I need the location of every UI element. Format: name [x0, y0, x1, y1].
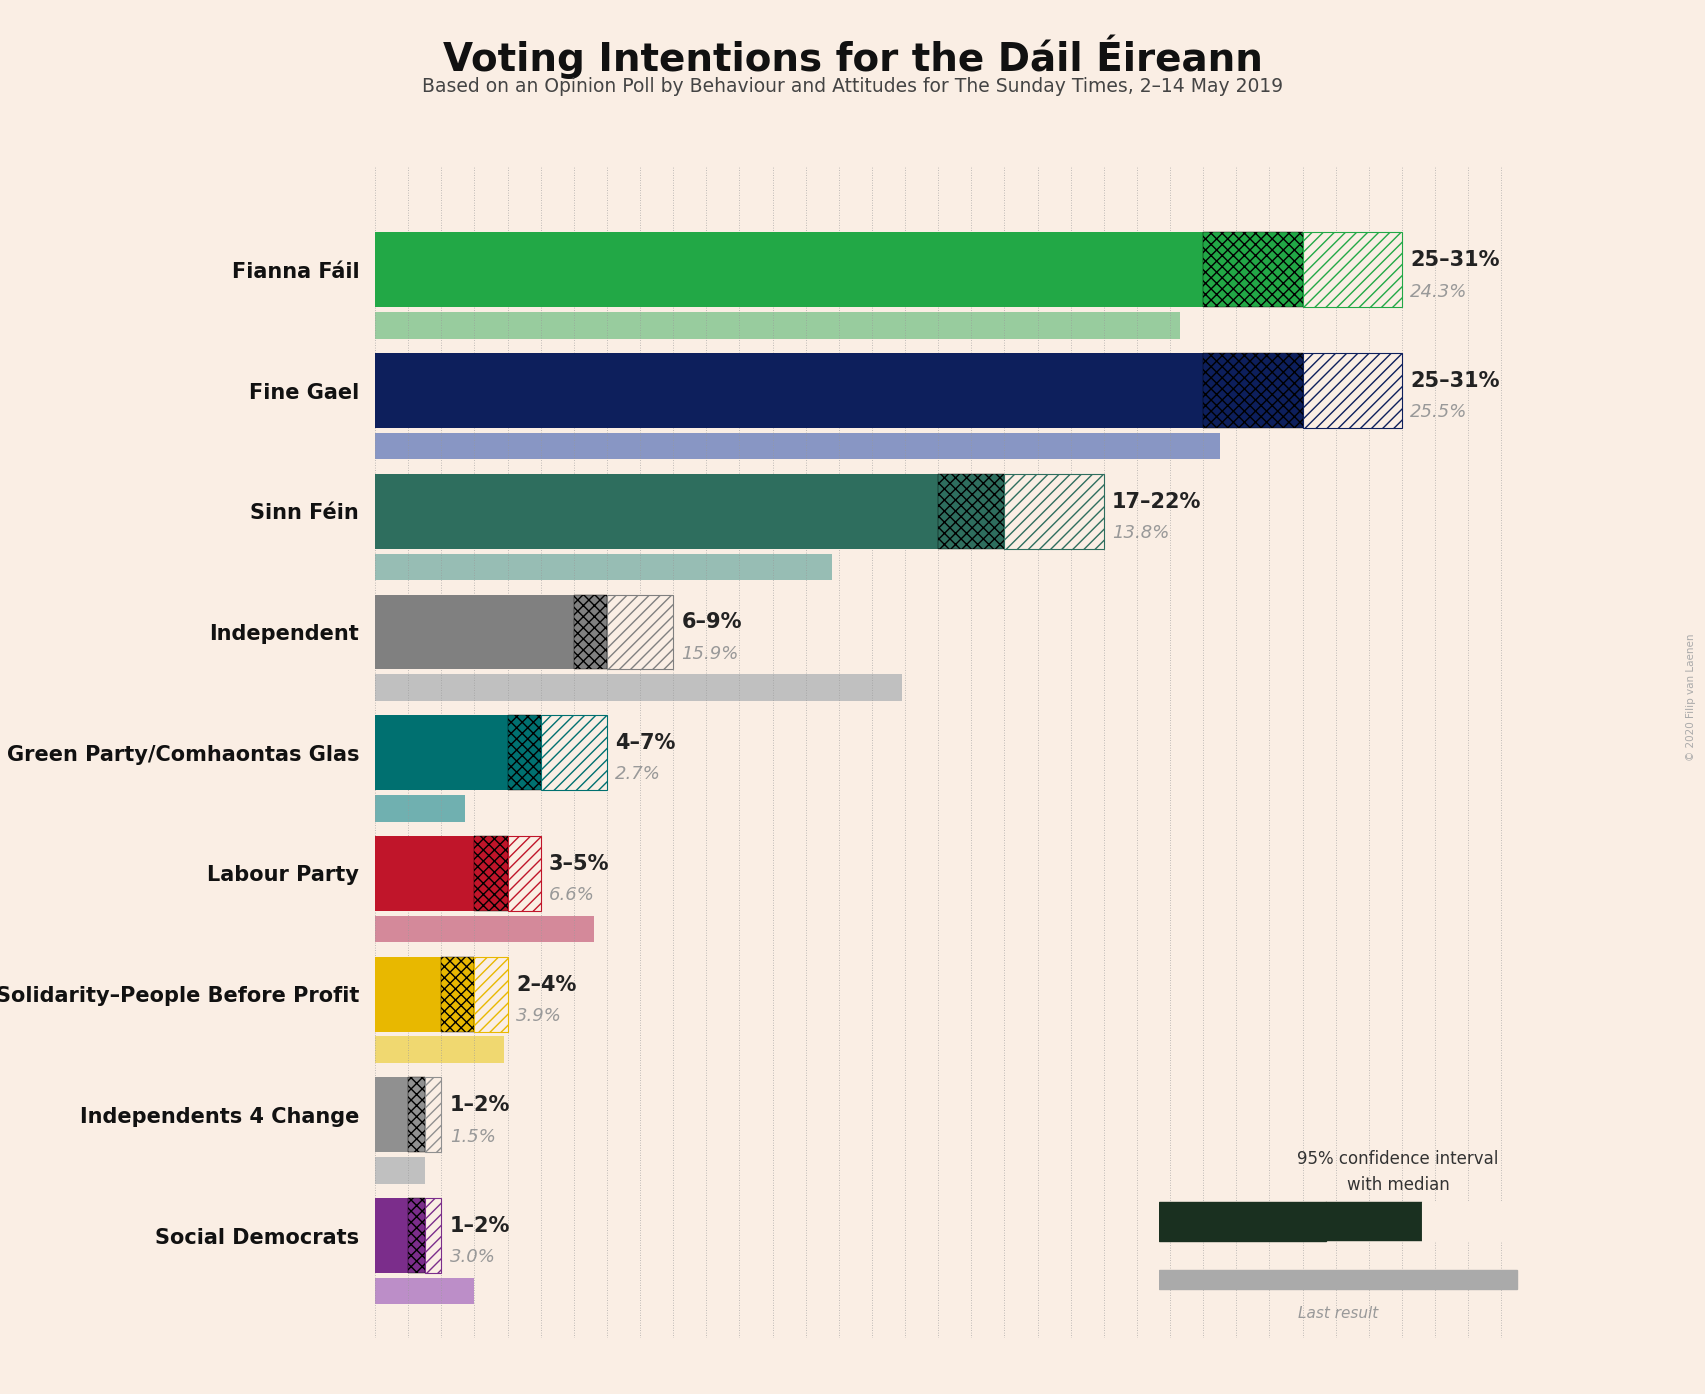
Bar: [442, 956, 474, 1032]
Bar: [375, 233, 1204, 307]
Bar: [938, 474, 1004, 549]
Text: 17–22%: 17–22%: [1112, 492, 1202, 512]
Text: 1.5%: 1.5%: [450, 1128, 496, 1146]
Text: with median: with median: [1347, 1175, 1449, 1193]
Bar: [375, 1278, 474, 1305]
Bar: [540, 715, 607, 790]
Text: Voting Intentions for the Dáil Éireann: Voting Intentions for the Dáil Éireann: [443, 35, 1262, 79]
Bar: [375, 553, 832, 580]
Bar: [1326, 1202, 1422, 1241]
Text: 3.9%: 3.9%: [517, 1006, 561, 1025]
Bar: [1303, 353, 1402, 428]
Text: 4–7%: 4–7%: [616, 733, 675, 753]
Bar: [407, 1199, 425, 1273]
Bar: [1004, 474, 1103, 549]
Bar: [508, 836, 540, 910]
Bar: [375, 353, 1204, 428]
Bar: [375, 836, 474, 910]
Bar: [375, 795, 464, 821]
Bar: [425, 1078, 442, 1153]
Bar: [1422, 1202, 1517, 1241]
Bar: [375, 916, 593, 942]
Text: Last result: Last result: [1298, 1306, 1379, 1320]
Text: Based on an Opinion Poll by Behaviour and Attitudes for The Sunday Times, 2–14 M: Based on an Opinion Poll by Behaviour an…: [421, 77, 1284, 96]
Bar: [375, 1199, 407, 1273]
Bar: [1303, 233, 1402, 307]
Bar: [1204, 353, 1303, 428]
Bar: [375, 675, 902, 701]
Bar: [375, 1157, 425, 1184]
Text: 25.5%: 25.5%: [1410, 403, 1468, 421]
Bar: [1159, 1202, 1326, 1241]
Text: 2–4%: 2–4%: [517, 974, 576, 994]
Bar: [607, 595, 673, 669]
Text: 24.3%: 24.3%: [1410, 283, 1468, 301]
Text: 3.0%: 3.0%: [450, 1249, 496, 1266]
Bar: [375, 956, 442, 1032]
Text: 1–2%: 1–2%: [450, 1096, 510, 1115]
Bar: [474, 836, 508, 910]
Bar: [407, 1078, 425, 1153]
Text: 15.9%: 15.9%: [682, 645, 738, 662]
Text: 6–9%: 6–9%: [682, 612, 742, 633]
Text: 2.7%: 2.7%: [616, 765, 662, 783]
Bar: [425, 1199, 442, 1273]
Bar: [375, 595, 575, 669]
Text: 6.6%: 6.6%: [549, 887, 595, 905]
Bar: [375, 715, 508, 790]
Bar: [375, 474, 938, 549]
Bar: [375, 434, 1219, 460]
Text: © 2020 Filip van Laenen: © 2020 Filip van Laenen: [1686, 633, 1696, 761]
Text: 95% confidence interval: 95% confidence interval: [1298, 1150, 1499, 1168]
Text: 25–31%: 25–31%: [1410, 251, 1500, 270]
Bar: [375, 1078, 407, 1153]
Text: 13.8%: 13.8%: [1112, 524, 1170, 542]
Text: 3–5%: 3–5%: [549, 853, 609, 874]
Text: 1–2%: 1–2%: [450, 1216, 510, 1236]
Bar: [375, 1037, 505, 1064]
Bar: [1204, 233, 1303, 307]
Text: 25–31%: 25–31%: [1410, 371, 1500, 390]
Bar: [474, 956, 508, 1032]
Bar: [1159, 1270, 1517, 1289]
Bar: [508, 715, 540, 790]
Bar: [575, 595, 607, 669]
Bar: [375, 312, 1180, 339]
